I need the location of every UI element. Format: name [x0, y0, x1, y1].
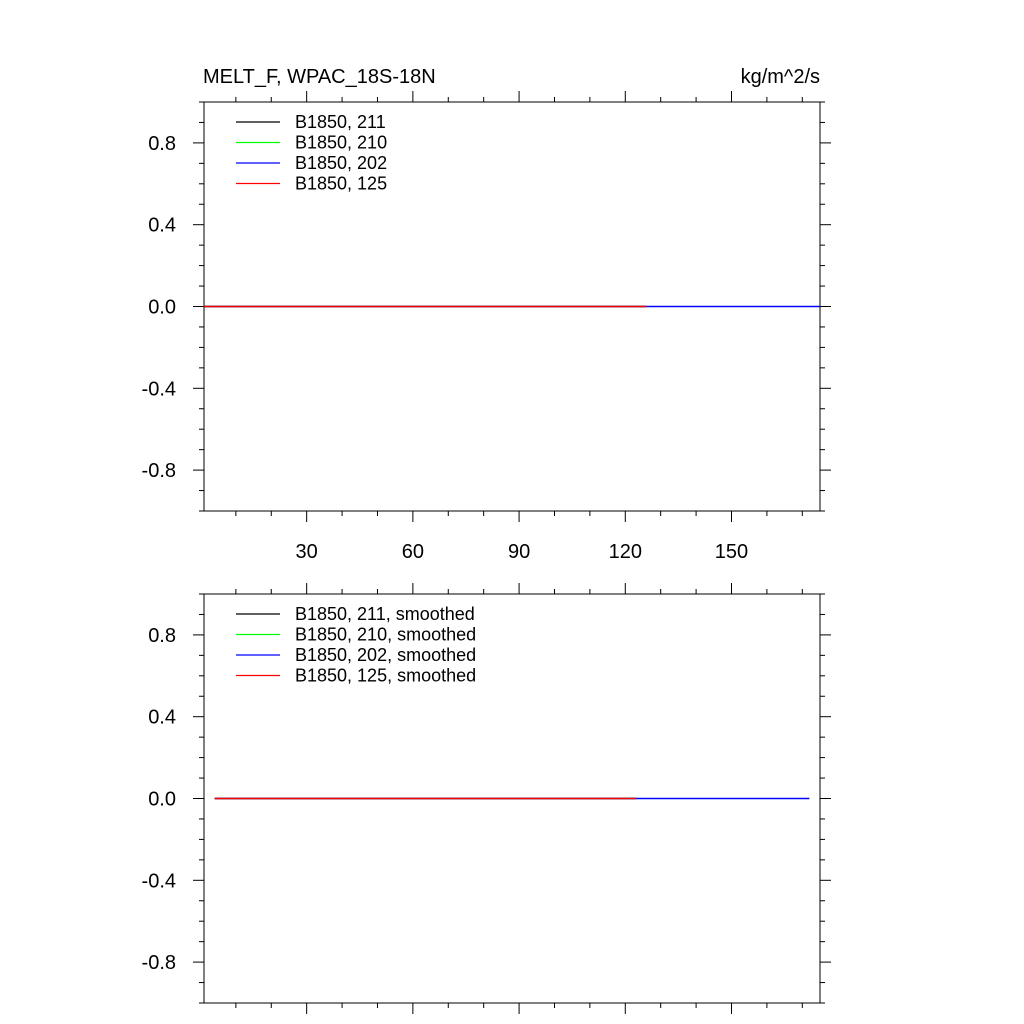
y-tick-label: 0.0: [148, 297, 176, 319]
y-tick-label: -0.4: [142, 870, 176, 892]
units-label: kg/m^2/s: [741, 66, 820, 88]
x-tick-label: 150: [715, 541, 748, 563]
y-tick-label: 0.8: [148, 625, 176, 647]
x-tick-label: 90: [508, 541, 530, 563]
y-tick-label: -0.8: [142, 952, 176, 974]
y-tick-label: -0.4: [142, 378, 176, 400]
y-tick-label: -0.8: [142, 460, 176, 482]
y-tick-label: 0.4: [148, 215, 176, 237]
y-tick-label: 0.8: [148, 133, 176, 155]
x-tick-label: 30: [296, 541, 318, 563]
legend-label: B1850, 125: [295, 174, 387, 194]
legend-label: B1850, 211: [295, 112, 386, 132]
legend-label: B1850, 210: [295, 133, 387, 153]
x-tick-label: 60: [402, 541, 424, 563]
y-tick-label: 0.4: [148, 707, 176, 729]
legend-label: B1850, 202, smoothed: [295, 645, 476, 665]
legend-label: B1850, 211, smoothed: [295, 604, 475, 624]
legend-label: B1850, 202: [295, 153, 387, 173]
legend-label: B1850, 125, smoothed: [295, 666, 476, 686]
y-tick-label: 0.0: [148, 789, 176, 811]
legend-label: B1850, 210, smoothed: [295, 625, 476, 645]
figure-title: MELT_F, WPAC_18S-18N: [203, 66, 436, 88]
x-tick-label: 120: [609, 541, 642, 563]
